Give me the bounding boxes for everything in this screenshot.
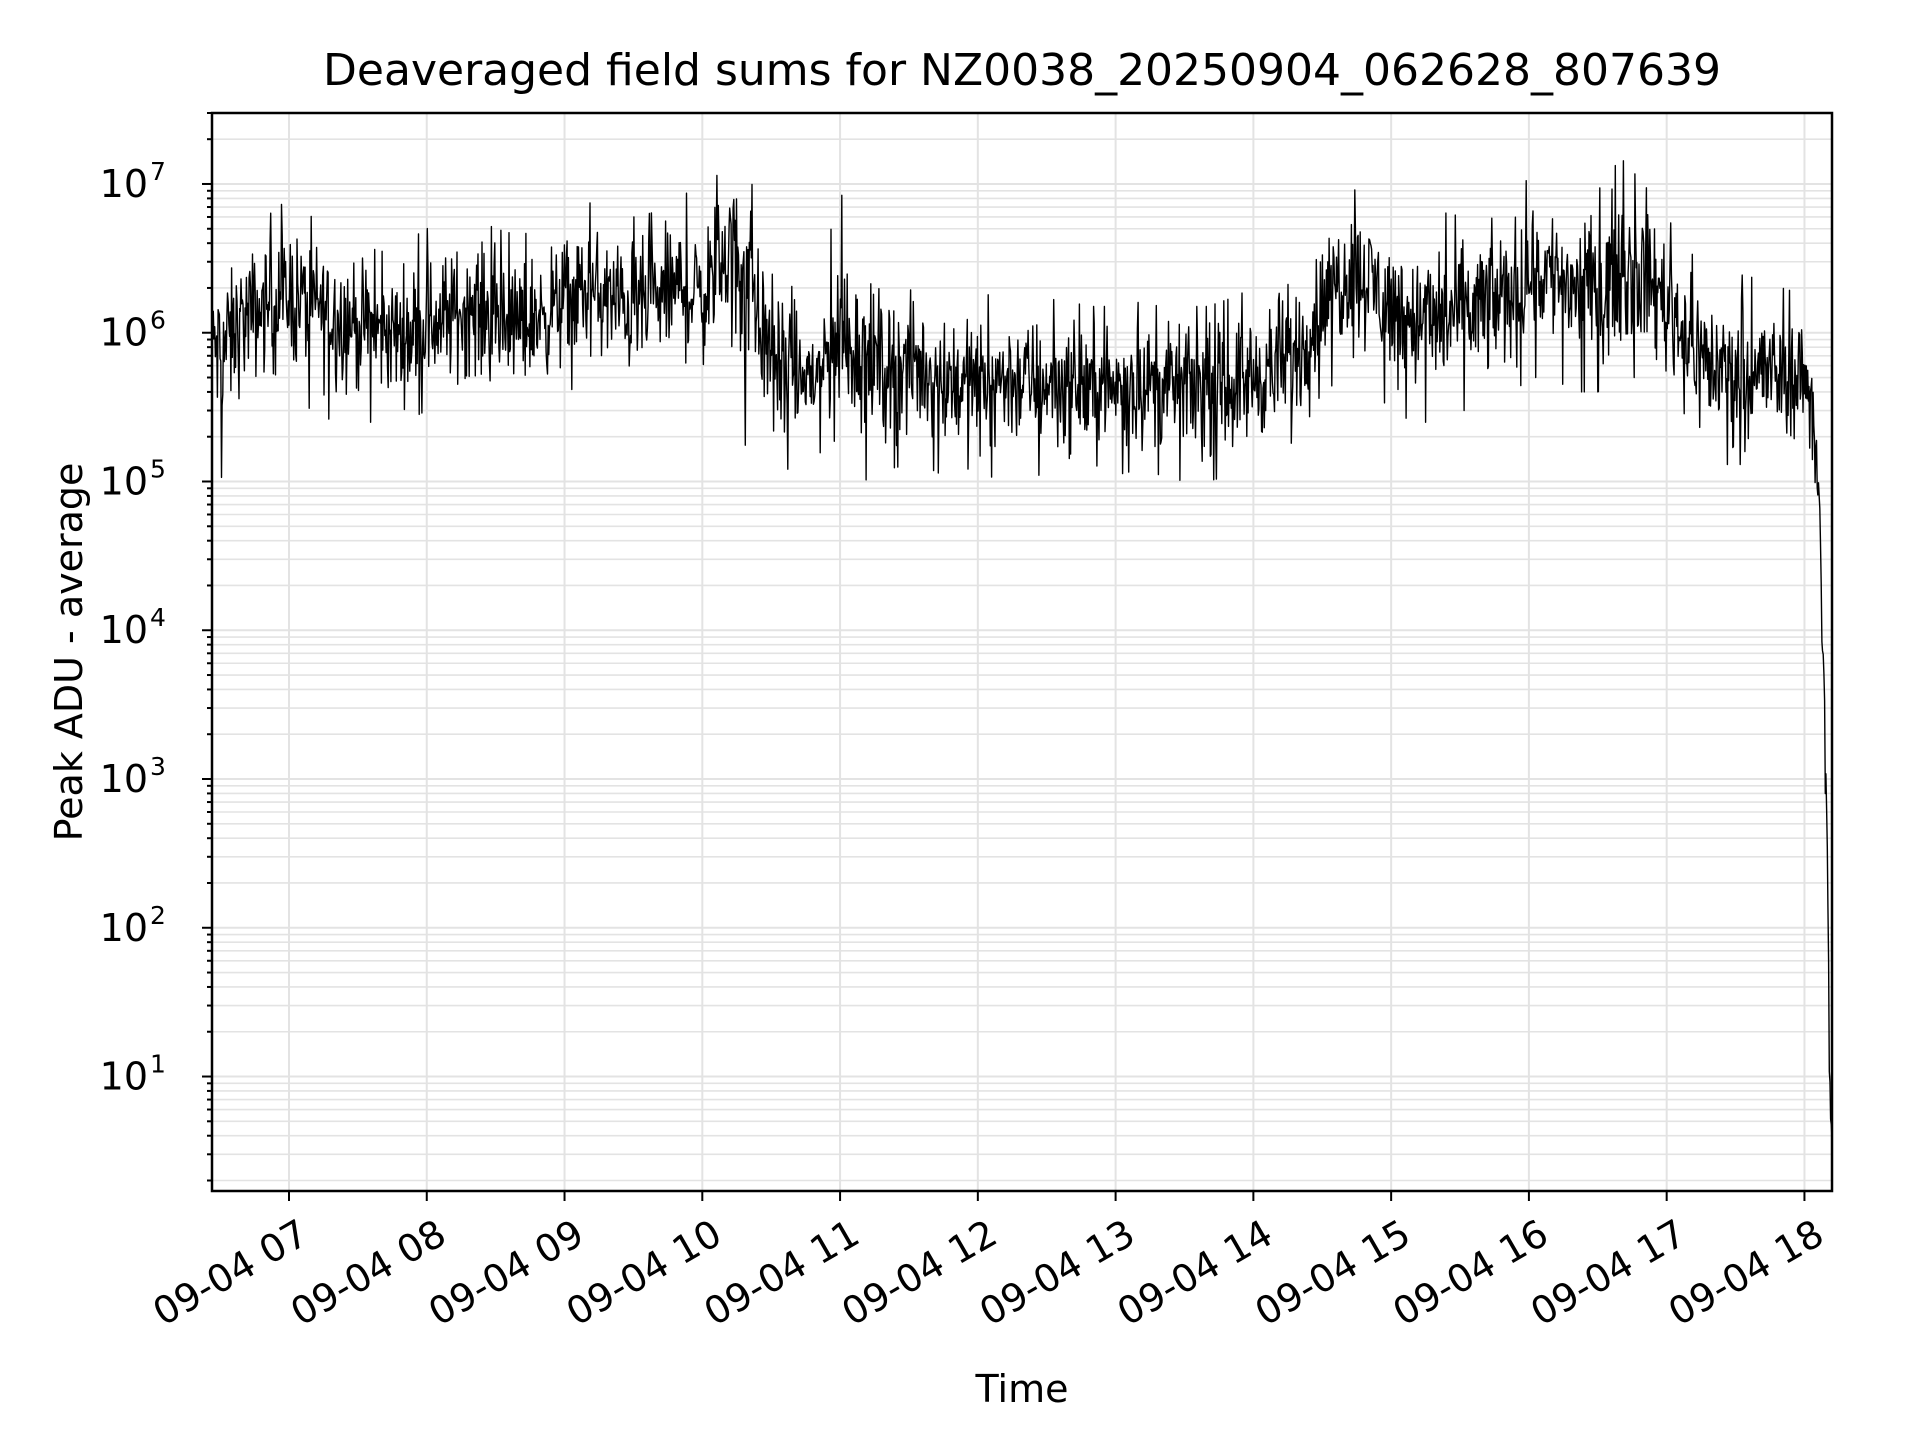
data-series [211, 160, 1833, 1140]
chart-title: Deaveraged field sums for NZ0038_2025090… [323, 45, 1721, 96]
y-tick-label: 10 [100, 1055, 148, 1099]
x-axis-label: Time [975, 1367, 1069, 1411]
y-tick-label: 10 [100, 311, 148, 355]
y-axis-label: Peak ADU - average [47, 463, 91, 842]
y-tick-exponent: 2 [150, 901, 166, 930]
series-line [211, 160, 1833, 1140]
y-tick-label: 10 [100, 459, 148, 503]
plot-frame [210, 111, 1834, 1193]
y-tick-label: 10 [100, 906, 148, 950]
axis-ticks [202, 112, 1806, 1201]
y-tick-exponent: 5 [150, 454, 166, 483]
y-tick-label: 10 [100, 162, 148, 206]
y-tick-exponent: 4 [150, 603, 166, 632]
y-tick-exponent: 6 [150, 306, 166, 335]
y-tick-exponent: 7 [150, 157, 166, 186]
y-tick-exponent: 1 [150, 1050, 166, 1079]
y-tick-label: 10 [100, 608, 148, 652]
y-tick-exponent: 3 [150, 752, 166, 781]
y-tick-label: 10 [100, 757, 148, 801]
grid-lines [212, 112, 1832, 1191]
